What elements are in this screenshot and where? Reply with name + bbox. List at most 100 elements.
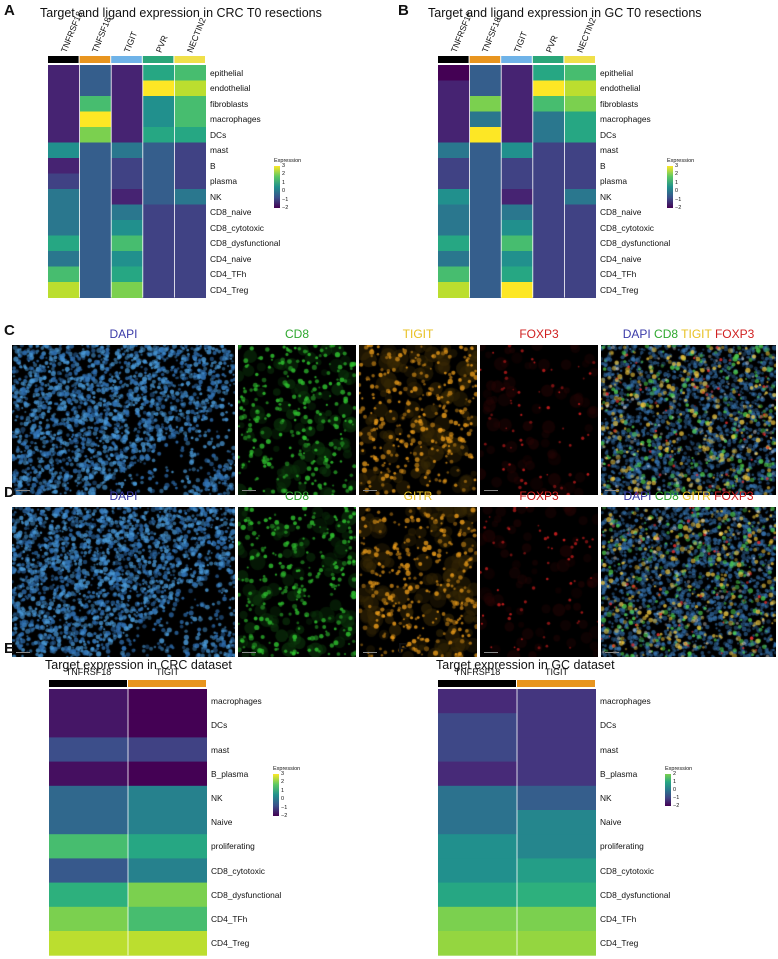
- row-label: B: [210, 160, 216, 171]
- heatmap-cell: [49, 931, 128, 956]
- legend-tick-label: 1: [281, 787, 285, 794]
- row-label: CD4_naive: [210, 253, 252, 264]
- scale-bar: [605, 490, 619, 491]
- heatmap-cell: [532, 142, 565, 159]
- heatmap-cell: [517, 761, 596, 787]
- column-annotation-bar: [174, 56, 205, 63]
- heatmap-cell: [469, 80, 502, 97]
- row-label: Naive: [211, 817, 233, 828]
- legend-tick-label: 0: [281, 796, 285, 803]
- heatmap-cell: [438, 737, 517, 763]
- fluorescence-image-dapi: [12, 507, 235, 657]
- row-label: mast: [600, 145, 619, 156]
- channel-label-foxp3: FOXP3: [519, 489, 559, 503]
- heatmap-cell: [111, 173, 143, 190]
- heatmap-cell: [48, 80, 80, 97]
- heatmap-cell: [142, 80, 175, 97]
- heatmap-cell: [469, 142, 502, 159]
- panel-b-title: Target and ligand expression in GC T0 re…: [428, 6, 702, 20]
- heatmap-cell: [174, 282, 206, 298]
- legend-tick-label: −2: [282, 205, 289, 211]
- heatmap-cell: [128, 810, 207, 835]
- row-label: epithelial: [210, 67, 244, 78]
- heatmap-cell: [142, 111, 175, 128]
- heatmap-cell: [79, 111, 112, 128]
- heatmap-cell: [142, 142, 175, 159]
- legend-tick-label: 2: [282, 171, 286, 178]
- row-label: macrophages: [210, 114, 261, 125]
- heatmap-cell: [111, 266, 143, 283]
- heatmap-cell: [438, 220, 470, 236]
- merge-label-part: CD8: [650, 327, 679, 341]
- heatmap-cell: [469, 158, 502, 174]
- column-annotation-bar: [438, 680, 516, 687]
- heatmap-cell: [438, 713, 517, 738]
- heatmap-cell: [438, 158, 470, 174]
- row-label: CD8_dysfunctional: [210, 238, 281, 249]
- heatmap-cell: [564, 189, 596, 205]
- heatmap-cell: [174, 127, 206, 143]
- column-annotation-bar: [48, 56, 79, 63]
- heatmap-cell: [469, 220, 502, 236]
- heatmap-cell: [438, 235, 470, 252]
- heatmap-cell: [128, 761, 207, 787]
- heatmap-cell: [49, 713, 128, 738]
- heatmap-cell: [532, 65, 565, 81]
- heatmap-cell: [438, 111, 470, 128]
- row-label: DCs: [600, 720, 617, 731]
- heatmap-cell: [438, 282, 470, 298]
- column-annotation-bar: [128, 680, 206, 687]
- heatmap-cell: [532, 127, 565, 143]
- heatmap-cell: [49, 906, 128, 932]
- row-label: endothelial: [600, 83, 641, 94]
- heatmap-cell: [438, 173, 470, 190]
- heatmap-cell: [438, 204, 470, 221]
- heatmap-cell: [128, 858, 207, 884]
- heatmap-cell: [469, 65, 502, 81]
- channel-label-cd8: CD8: [284, 489, 309, 503]
- heatmap-cell: [79, 173, 112, 190]
- heatmap-cell: [174, 96, 206, 112]
- heatmap-cell: [438, 785, 517, 811]
- heatmap-cell: [111, 235, 143, 252]
- heatmap-cell: [48, 111, 80, 128]
- column-annotation-bar: [532, 56, 564, 63]
- column-label: NECTIN2: [574, 16, 598, 54]
- heatmap-cell: [532, 96, 565, 112]
- heatmap-cell: [517, 810, 596, 835]
- legend-tick-label: −1: [281, 804, 288, 811]
- heatmap-cell: [501, 266, 533, 283]
- row-label: B: [600, 160, 606, 171]
- panel-a-title: Target and ligand expression in CRC T0 r…: [40, 6, 322, 20]
- heatmap-cell: [174, 220, 206, 236]
- heatmap-cell: [128, 882, 207, 908]
- heatmap-cell: [517, 689, 596, 714]
- heatmap-cell: [438, 761, 517, 787]
- heatmap-cell: [128, 713, 207, 738]
- heatmap-cell: [111, 96, 143, 112]
- column-label: TIGIT: [121, 29, 140, 54]
- row-label: epithelial: [600, 67, 634, 78]
- heatmap-cell: [48, 189, 80, 205]
- row-label: B_plasma: [600, 768, 638, 779]
- heatmap-cell: [48, 282, 80, 298]
- heatmap-cell: [501, 173, 533, 190]
- panel-label-b: B: [398, 2, 409, 19]
- heatmap-cell: [174, 266, 206, 283]
- channel-label-dapi: DAPI: [109, 327, 138, 341]
- row-label: CD4_TFh: [210, 269, 247, 280]
- fluorescence-image-cd8: [238, 507, 356, 657]
- heatmap-cell: [79, 251, 112, 267]
- heatmap-cell: [79, 142, 112, 159]
- column-label: PVR: [543, 33, 560, 54]
- heatmap-cell: [79, 235, 112, 252]
- scale-bar: [242, 490, 256, 491]
- row-label: NK: [600, 792, 612, 803]
- heatmap-cell: [532, 282, 565, 298]
- heatmap-cell: [438, 251, 470, 267]
- merge-label-part: FOXP3: [711, 327, 755, 341]
- heatmap-cell: [142, 65, 175, 81]
- heatmap-cell: [174, 158, 206, 174]
- row-label: fibroblasts: [600, 98, 639, 109]
- heatmap-cell: [469, 127, 502, 143]
